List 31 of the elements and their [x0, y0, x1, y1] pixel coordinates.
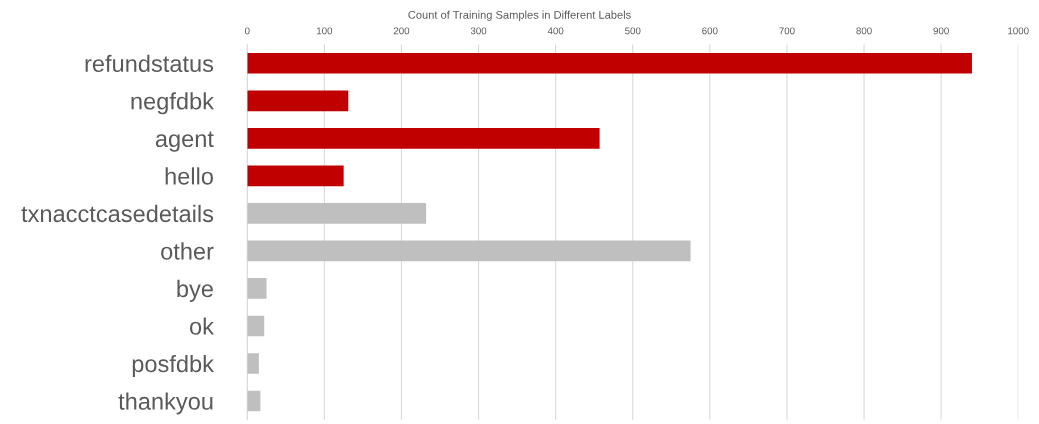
y-tick-label: bye [177, 279, 213, 302]
bar [247, 240, 691, 262]
x-tick-label: 1000 [1008, 27, 1029, 35]
x-tick-label: 100 [317, 27, 333, 35]
y-tick-label: negfdbk [131, 92, 214, 115]
y-tick-label: txnacctcasedetails [21, 204, 214, 223]
y-tick-label: other [161, 242, 214, 260]
bar [247, 315, 265, 337]
x-tick-label: 700 [779, 27, 795, 35]
bar [247, 52, 972, 74]
y-tick-label: hello [165, 167, 213, 185]
bar [247, 90, 349, 112]
x-tick-label: 900 [933, 27, 949, 35]
chart-title: Count of Training Samples in Different Labels [408, 10, 631, 21]
y-tick-label: posfdbk [132, 354, 214, 377]
bar [247, 203, 427, 224]
x-tick-label: 300 [470, 27, 487, 35]
bar [247, 353, 259, 374]
x-tick-label: 0 [244, 27, 250, 35]
x-tick-label: 600 [702, 27, 718, 35]
bar [247, 165, 344, 187]
x-tick-label: 800 [856, 27, 872, 35]
y-tick-label: agent [155, 131, 214, 152]
bar [247, 128, 600, 149]
x-tick-label: 200 [393, 27, 410, 35]
x-tick-label: 400 [547, 27, 564, 35]
bar [247, 278, 267, 299]
y-tick-label: refundstatus [85, 54, 214, 73]
y-tick-label: ok [190, 317, 214, 335]
y-tick-label: thankyou [118, 392, 213, 415]
x-tick-label: 500 [625, 27, 641, 35]
